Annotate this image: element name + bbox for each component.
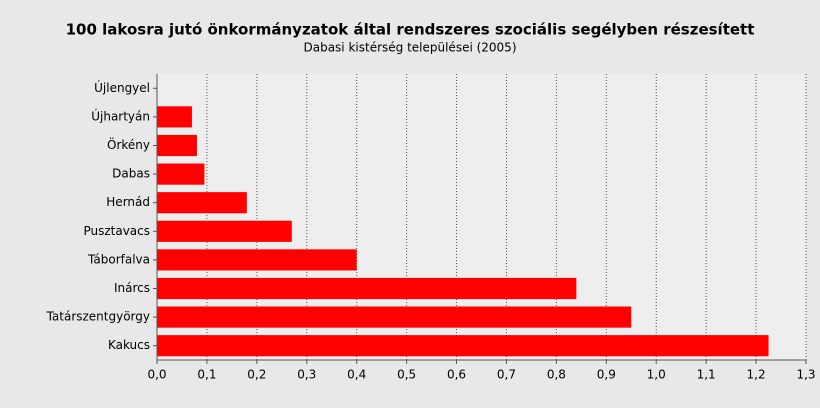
bar [157,134,197,157]
x-tick-label: 0,1 [197,368,216,382]
x-tick-label: 0,5 [397,368,416,382]
bar [157,163,205,185]
x-tick-label: 0,2 [247,368,266,382]
x-tick-label: 0,3 [297,368,316,382]
y-tick-label: Újlengyel [94,80,150,95]
y-tick-label: Pusztavacs [83,224,150,238]
bar [157,192,247,214]
chart-subtitle: Dabasi kistérség települései (2005) [303,41,516,55]
x-tick-label: 0,7 [497,368,516,382]
x-tick-label: 0,9 [597,368,616,382]
x-tick-label: 0,8 [547,368,566,382]
chart-title: 100 lakosra jutó önkormányzatok által re… [66,21,755,39]
y-tick-label: Újhartyán [91,108,150,123]
y-tick-label: Tatárszentgyörgy [46,310,150,324]
y-tick-label: Hernád [106,195,150,209]
x-tick-label: 1,2 [747,368,766,382]
y-tick-label: Örkény [107,136,150,152]
y-tick-label: Dabas [112,167,150,181]
y-tick-label: Táborfalva [87,252,150,266]
x-tick-label: 1,3 [796,368,815,382]
x-tick-label: 0,6 [447,368,466,382]
bar [157,277,577,300]
bar [157,106,192,128]
y-tick-label: Kakucs [108,338,150,352]
bar [157,249,357,271]
y-tick-label: Inárcs [114,281,150,295]
bar [157,220,292,242]
bar [157,306,632,328]
x-tick-label: 0,4 [347,368,366,382]
x-tick-label: 0,0 [147,368,166,382]
bar [157,335,769,357]
x-tick-label: 1,0 [647,368,666,382]
x-tick-label: 1,1 [697,368,716,382]
